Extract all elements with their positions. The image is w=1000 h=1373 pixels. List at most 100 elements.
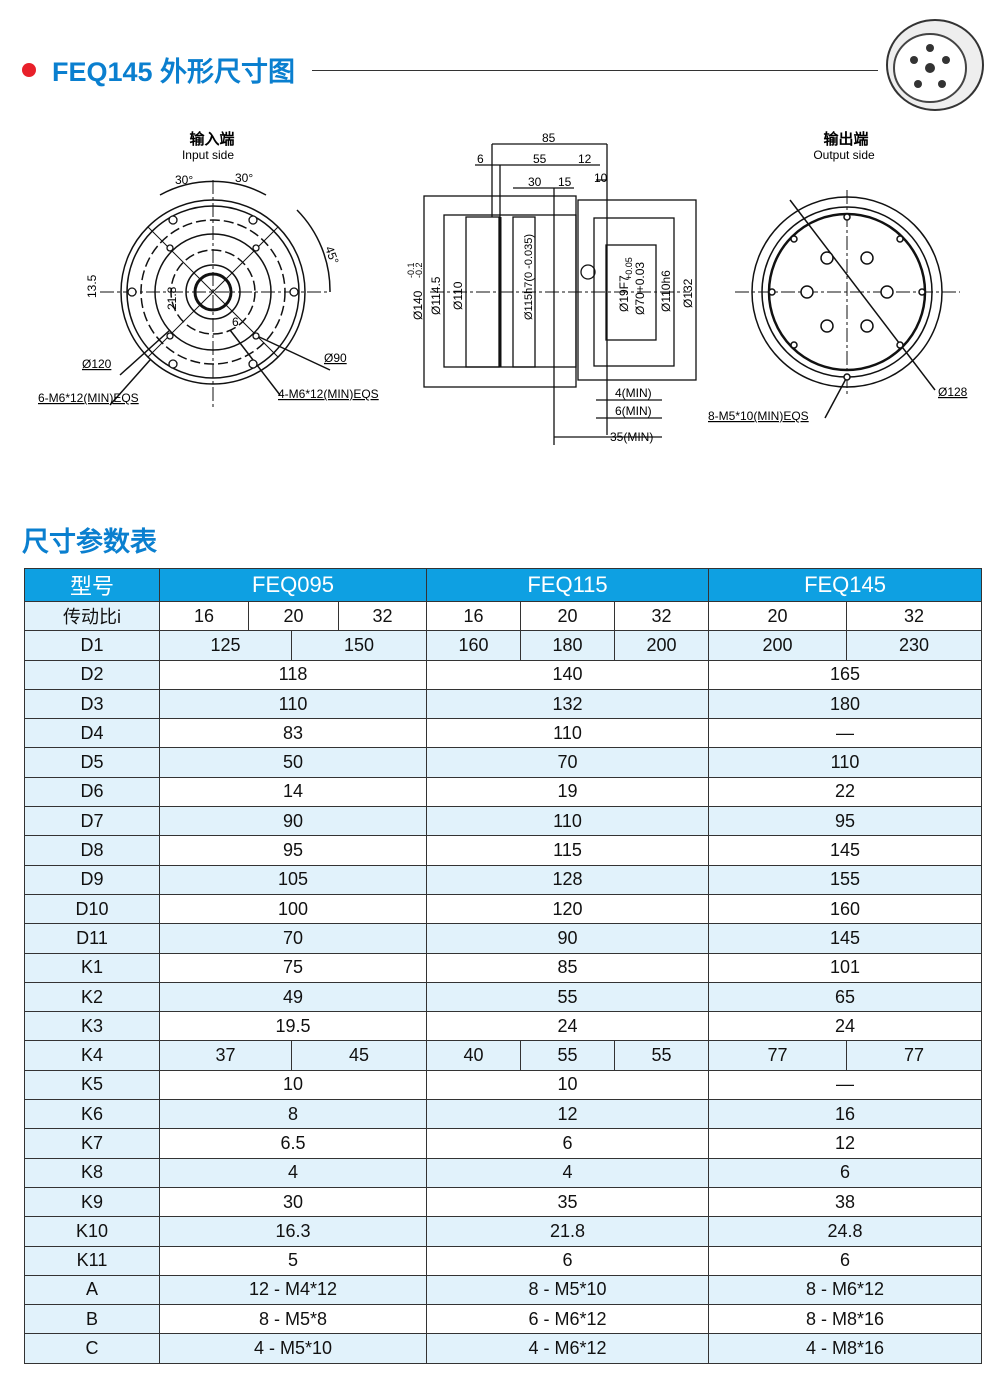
table-row: D9 105 128 155 (24, 864, 983, 895)
table-row: K3 19.5 24 24 (24, 1011, 983, 1042)
table-cell: 40 (426, 1040, 521, 1071)
table-cell: 16 (426, 600, 521, 632)
table-row: K10 16.3 21.8 24.8 (24, 1216, 983, 1247)
table-row: D5 50 70 110 (24, 747, 983, 778)
svg-text:+0.05: +0.05 (624, 257, 634, 280)
svg-text:13.5: 13.5 (85, 274, 99, 298)
svg-text:35(MIN): 35(MIN) (610, 430, 653, 444)
table-cell: 55 (425, 981, 710, 1013)
row-label: D7 (24, 806, 160, 837)
table-cell: 145 (708, 923, 983, 954)
table-cell: — (708, 1069, 983, 1101)
table-cell: 101 (708, 952, 983, 983)
table-cell: 4 (425, 1157, 710, 1188)
svg-text:6(MIN): 6(MIN) (615, 404, 652, 418)
row-label: D6 (24, 776, 160, 808)
output-side-drawing: 输出端 Output side 8-M5*10(MIN)EQS Ø128 (708, 130, 968, 423)
table-cell: 4 - M6*12 (425, 1333, 710, 1364)
table-cell: 12 - M4*12 (159, 1274, 427, 1306)
table-cell: 4 - M5*10 (159, 1333, 427, 1364)
model-header-cell: FEQ115 (425, 568, 710, 602)
product-image (886, 19, 984, 111)
row-label: K4 (24, 1040, 160, 1071)
table-cell: 150 (291, 630, 427, 661)
table-cell: 38 (708, 1186, 983, 1218)
table-cell: 95 (159, 835, 427, 866)
table-row: D8 95 115 145 (24, 835, 983, 866)
table-cell: 8 - M8*16 (708, 1304, 983, 1335)
table-cell: 8 (159, 1099, 427, 1130)
svg-text:55: 55 (533, 152, 547, 166)
input-side-drawing: 输入端 Input side 30° 30° 45° 13.5 21.8 6 Ø… (38, 130, 379, 410)
svg-text:21.8: 21.8 (165, 286, 179, 310)
row-label: K3 (24, 1011, 160, 1042)
row-label: D9 (24, 864, 160, 895)
table-row: K9 30 35 38 (24, 1186, 983, 1218)
table-cell: 19 (425, 776, 710, 808)
table-cell: 16 (159, 600, 249, 632)
svg-text:15: 15 (558, 175, 572, 189)
table-row: D4 83 110— (24, 718, 983, 749)
model-header-cell: FEQ145 (708, 568, 983, 602)
row-label: D2 (24, 659, 160, 690)
table-row: K5 10 10— (24, 1069, 983, 1101)
table-cell: 70 (159, 923, 427, 954)
table-cell: 90 (425, 923, 710, 954)
row-label: D10 (24, 893, 160, 925)
table-cell: 110 (708, 747, 983, 778)
table-cell: 37 (159, 1040, 292, 1071)
table-cell: 110 (425, 806, 710, 837)
row-label: C (24, 1333, 160, 1364)
table-cell: 6 - M6*12 (425, 1304, 710, 1335)
table-cell: 20 (248, 600, 339, 632)
table-row: D10 100 120 160 (24, 893, 983, 925)
table-cell: 6 (425, 1245, 710, 1276)
svg-text:4-M6*12(MIN)EQS: 4-M6*12(MIN)EQS (278, 387, 379, 401)
table-row: A 12 - M4*12 8 - M5*10 8 - M6*12 (24, 1274, 983, 1306)
table-cell: 49 (159, 981, 427, 1013)
row-label: A (24, 1274, 160, 1306)
svg-text:6: 6 (477, 152, 484, 166)
table-cell: 180 (520, 630, 615, 661)
table-cell: 90 (159, 806, 427, 837)
table-cell: 16 (708, 1099, 983, 1130)
table-cell: 70 (425, 747, 710, 778)
table-cell: 75 (159, 952, 427, 983)
svg-text:-0.1: -0.1 (406, 262, 416, 278)
table-cell: 50 (159, 747, 427, 778)
table-cell: 200 (613, 630, 710, 661)
bullet-icon (22, 62, 36, 77)
row-label: K6 (24, 1099, 160, 1130)
table-cell: 32 (338, 600, 427, 632)
svg-text:Ø120: Ø120 (82, 357, 112, 371)
table-cell: 55 (520, 1040, 615, 1071)
table-row: D7 90 110 95 (24, 806, 983, 837)
svg-text:Ø110h6: Ø110h6 (659, 270, 673, 312)
table-cell: 14 (159, 776, 427, 808)
row-label: D8 (24, 835, 160, 866)
table-cell: 8 - M6*12 (708, 1274, 983, 1306)
svg-text:8-M5*10(MIN)EQS: 8-M5*10(MIN)EQS (708, 409, 809, 423)
table-cell: 32 (613, 600, 710, 632)
svg-text:-0.2: -0.2 (414, 262, 424, 278)
side-view-drawing: 85 6 55 12 30 15 10 Ø140 -0.1 -0.2 Ø114.… (406, 131, 697, 445)
table-cell: 120 (425, 893, 710, 925)
svg-text:85: 85 (542, 131, 556, 145)
table-cell: 24 (425, 1011, 710, 1042)
table-row: D3 110 132 180 (24, 688, 983, 720)
table-cell: 140 (425, 659, 710, 690)
table-cell: 180 (708, 688, 983, 720)
table-cell: 100 (159, 893, 427, 925)
svg-text:30°: 30° (175, 173, 193, 187)
table-cell: 24.8 (708, 1216, 983, 1247)
table-cell: 6 (425, 1128, 710, 1159)
table-row: K6 8 12 16 (24, 1099, 983, 1130)
row-label: B (24, 1304, 160, 1335)
table-cell: 19.5 (159, 1011, 427, 1042)
svg-text:Output side: Output side (813, 148, 875, 162)
svg-text:6: 6 (232, 315, 239, 329)
svg-text:12: 12 (578, 152, 592, 166)
